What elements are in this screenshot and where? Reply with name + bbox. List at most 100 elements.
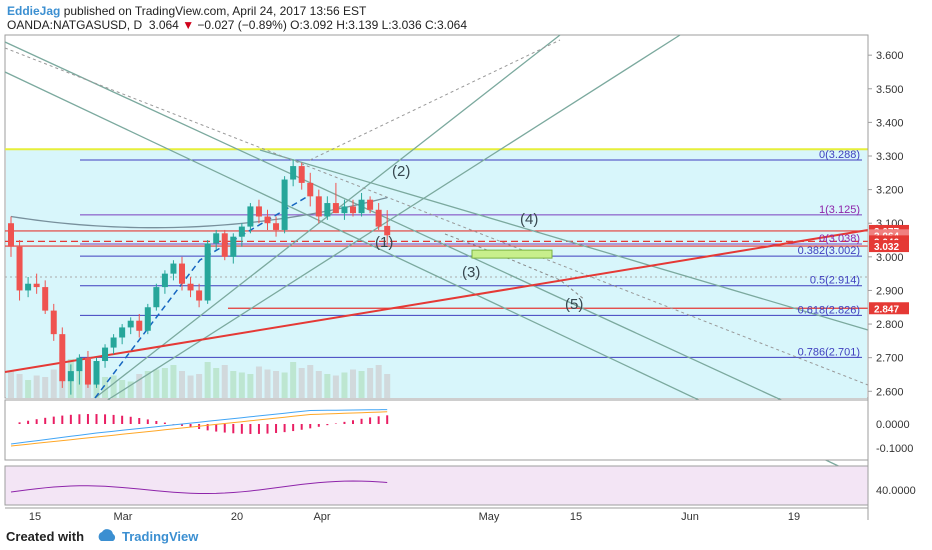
close-value: C:3.064 bbox=[424, 18, 468, 32]
y-tick-label: 3.000 bbox=[876, 252, 904, 264]
volume-bar bbox=[170, 365, 177, 398]
candle-body bbox=[42, 287, 49, 311]
candle-body bbox=[50, 310, 57, 335]
y-tick-label: 3.200 bbox=[876, 185, 904, 197]
trend-channel-line bbox=[259, 149, 869, 331]
fib-level-label: 1(3.125) bbox=[819, 204, 860, 216]
candle-body bbox=[179, 263, 185, 284]
volume-bar bbox=[144, 371, 151, 398]
candle-body bbox=[196, 290, 203, 301]
y-tick-label: 3.300 bbox=[876, 151, 904, 163]
volume-bar bbox=[119, 380, 126, 398]
volume-bar bbox=[358, 371, 365, 398]
fib-level-label: 0.382(3.002) bbox=[798, 245, 860, 257]
candle-body bbox=[213, 233, 220, 244]
candle-body bbox=[367, 199, 374, 210]
volume-bar bbox=[50, 369, 57, 398]
volume-bar bbox=[332, 375, 339, 398]
created-with-text: Created with bbox=[6, 529, 85, 544]
price-change: −0.027 (−0.89%) bbox=[197, 18, 287, 32]
x-tick-label: 20 bbox=[231, 511, 243, 523]
candle-body bbox=[33, 283, 40, 288]
candle-body bbox=[238, 226, 245, 237]
rsi-tick-label: 40.0000 bbox=[876, 485, 916, 497]
candle-body bbox=[247, 206, 254, 227]
fib-level-label: 0(3.288) bbox=[819, 149, 860, 161]
x-tick-label: Mar bbox=[114, 511, 133, 523]
candle-body bbox=[136, 320, 143, 331]
candle-body bbox=[67, 371, 74, 382]
volume-bar bbox=[8, 371, 14, 398]
x-tick-label: Jun bbox=[681, 511, 699, 523]
volume-bar bbox=[384, 374, 391, 398]
candle-body bbox=[119, 327, 126, 338]
candle-body bbox=[358, 199, 365, 214]
volume-bar bbox=[102, 377, 109, 398]
volume-bar bbox=[187, 375, 194, 398]
price-tag-label: 3.032 bbox=[874, 242, 899, 253]
candle-body bbox=[59, 334, 66, 382]
candle-body bbox=[153, 287, 160, 308]
target-zone-box bbox=[471, 249, 553, 259]
candle-body bbox=[16, 246, 23, 291]
projected-wave-path bbox=[444, 233, 586, 301]
elliott-wave-label: (5) bbox=[565, 296, 583, 313]
elliott-wave-label: (1) bbox=[375, 234, 393, 251]
price-tag-label: 2.847 bbox=[874, 304, 899, 315]
volume-bar bbox=[350, 369, 356, 398]
low-value: L:3.036 bbox=[381, 18, 422, 32]
candle-body bbox=[341, 206, 348, 214]
author-name[interactable]: EddieJag bbox=[7, 4, 61, 18]
y-tick-label: 2.700 bbox=[876, 353, 904, 365]
dotted-trend-line bbox=[4, 47, 869, 386]
volume-bar bbox=[204, 362, 211, 398]
candle-body bbox=[350, 206, 356, 214]
macd-signal-line bbox=[10, 411, 388, 447]
price-tag-bg bbox=[869, 240, 909, 253]
candle-body bbox=[264, 216, 271, 224]
volume-bar bbox=[161, 368, 168, 398]
candle-body bbox=[307, 182, 314, 197]
volume-bar bbox=[33, 375, 40, 398]
price-tag-bg bbox=[869, 302, 909, 315]
x-tick-label: 19 bbox=[788, 511, 800, 523]
candle-body bbox=[8, 223, 14, 247]
volume-bar bbox=[324, 374, 331, 398]
volume-bar bbox=[298, 368, 305, 398]
candle-body bbox=[324, 203, 331, 217]
volume-bar bbox=[273, 371, 280, 398]
volume-bar bbox=[238, 372, 245, 398]
volume-bar bbox=[307, 365, 314, 398]
candle-body bbox=[221, 233, 228, 257]
candle-body bbox=[332, 203, 339, 214]
volume-bar bbox=[110, 375, 117, 398]
volume-bar bbox=[221, 365, 228, 398]
footer: Created with TradingView bbox=[0, 523, 932, 550]
candle-body bbox=[384, 225, 391, 236]
candle-body bbox=[110, 337, 117, 348]
volume-bar bbox=[367, 368, 374, 398]
candle-body bbox=[315, 196, 322, 217]
x-tick-label: May bbox=[479, 511, 500, 523]
trend-channel-line bbox=[4, 41, 869, 441]
volume-bar bbox=[16, 374, 23, 398]
volume-bar bbox=[179, 371, 185, 398]
tradingview-brand[interactable]: TradingView bbox=[122, 529, 199, 544]
volume-bar bbox=[375, 365, 382, 398]
macd-tick-label: 0.0000 bbox=[876, 419, 910, 431]
volume-bar bbox=[230, 371, 237, 398]
candle-body bbox=[255, 206, 262, 217]
rsi-pane bbox=[4, 465, 869, 506]
volume-bar bbox=[136, 374, 143, 398]
symbol-label: OANDA:NATGASUSD, D bbox=[7, 18, 143, 32]
candle-body bbox=[102, 347, 109, 362]
volume-bar bbox=[341, 372, 348, 398]
y-tick-label: 3.400 bbox=[876, 117, 904, 129]
fib-level-label: 0(3.038) bbox=[819, 233, 860, 245]
candle-body bbox=[93, 361, 100, 385]
y-tick-label: 3.600 bbox=[876, 50, 904, 62]
rsi-line bbox=[10, 480, 388, 495]
x-tick-label: 15 bbox=[570, 511, 582, 523]
volume-bar bbox=[281, 372, 288, 398]
